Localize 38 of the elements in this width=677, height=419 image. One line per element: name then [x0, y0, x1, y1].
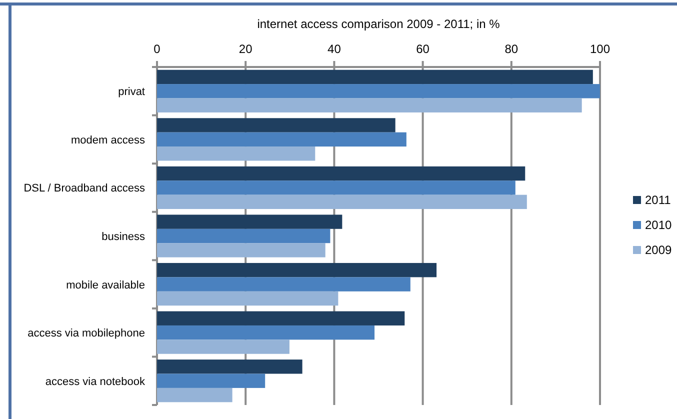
bar — [157, 132, 406, 147]
bar — [157, 180, 516, 195]
y-tick-label: access via mobilephone — [28, 328, 145, 340]
bar — [157, 291, 338, 306]
legend-label: 2009 — [645, 243, 672, 257]
bar — [157, 70, 593, 84]
legend-label: 2011 — [645, 193, 672, 207]
bar — [157, 214, 342, 229]
bar — [157, 374, 266, 388]
bar — [157, 243, 326, 258]
bar — [157, 98, 582, 112]
bar — [157, 84, 600, 98]
y-tick-label: DSL / Broadband access — [24, 182, 146, 195]
bar — [157, 388, 232, 402]
bar — [157, 340, 290, 354]
y-tick-label: mobile available — [66, 279, 145, 292]
chart-title: internet access comparison 2009 - 2011; in % — [257, 17, 500, 31]
x-tick-label: 60 — [416, 42, 430, 56]
bar — [157, 262, 437, 278]
x-tick-label: 80 — [504, 42, 518, 56]
bar — [157, 146, 316, 161]
bar — [157, 118, 396, 132]
bar — [157, 325, 375, 340]
y-tick-label: modem access — [71, 134, 146, 146]
x-tick-label: 100 — [590, 42, 610, 56]
x-tick-label: 20 — [238, 42, 253, 56]
legend-label: 2010 — [645, 218, 672, 232]
y-tick-label: privat — [118, 86, 145, 98]
bar — [157, 311, 405, 326]
bar — [157, 194, 527, 210]
bar — [157, 277, 410, 292]
y-tick-label: access via notebook — [45, 376, 146, 388]
x-tick-label: 0 — [154, 42, 161, 56]
y-tick-label: business — [102, 231, 146, 243]
bar — [157, 166, 526, 181]
bar — [157, 228, 330, 244]
bar — [157, 360, 302, 374]
x-tick-label: 40 — [328, 42, 342, 56]
